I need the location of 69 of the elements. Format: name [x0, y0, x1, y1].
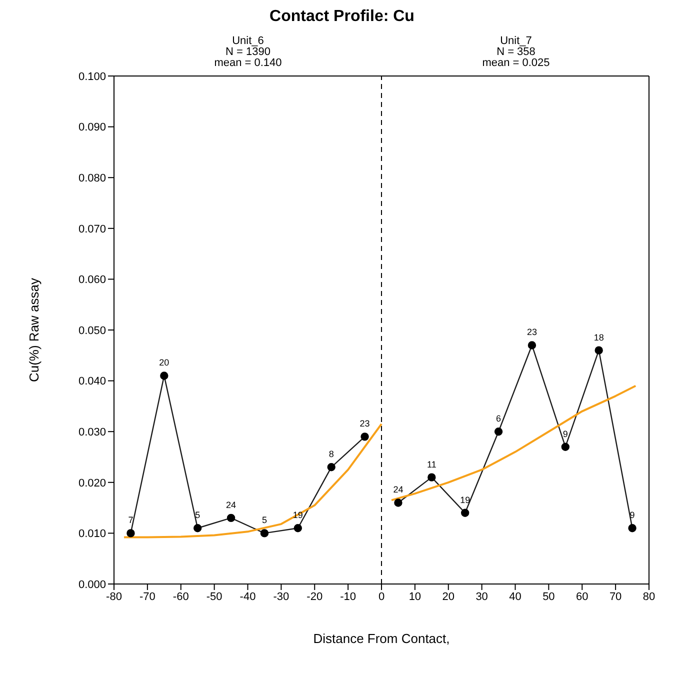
text: Unit_6: [231, 35, 265, 47]
point: [494, 428, 503, 436]
x-tick-label: 20: [442, 590, 454, 603]
annotation: 8: [328, 449, 334, 460]
y-axis-title: Cu(%) Raw assay: [26, 277, 42, 382]
point: [460, 508, 470, 517]
chart-title: Contact Profile: Cu: [268, 8, 416, 26]
text: N = 358: [496, 46, 536, 58]
point: [126, 529, 135, 538]
x-tick-label: 80: [642, 590, 656, 603]
point: [561, 442, 570, 451]
text: mean = 0.025: [481, 57, 551, 69]
x-tick-label: -40: [240, 590, 256, 603]
annotation: 6: [496, 414, 502, 424]
x-tick-label: -20: [306, 590, 323, 603]
x-tick-label: 70: [609, 590, 622, 603]
y-tick-label: 0.030: [78, 426, 106, 439]
y-tick-label: 0.010: [78, 528, 106, 540]
y-tick-label: 0.100: [78, 70, 106, 83]
y-tick-label: 0.070: [78, 223, 106, 236]
annotation: 7: [128, 515, 134, 526]
point: [160, 372, 168, 380]
annotation: 23: [360, 418, 370, 429]
y-tick-label: 0.060: [78, 274, 106, 286]
y-tick-label: 0.090: [78, 122, 106, 134]
annotation: 20: [159, 358, 170, 368]
annotation: 5: [195, 510, 200, 520]
x-tick-label: -50: [206, 590, 222, 603]
annotation: 9: [562, 428, 568, 439]
x-tick-label: 0: [378, 590, 385, 603]
annotation: 11: [426, 459, 436, 470]
annotation: 24: [226, 500, 236, 510]
x-tick-label: 10: [408, 590, 422, 603]
point: [226, 514, 236, 522]
annotation: 19: [460, 494, 470, 505]
point: [294, 524, 302, 532]
point: [360, 432, 369, 441]
text: Unit_7: [499, 35, 533, 47]
point: [327, 463, 336, 472]
annotation: 23: [526, 327, 537, 338]
annotation: 24: [393, 484, 404, 495]
point: [594, 346, 603, 354]
x-tick-label: -10: [340, 590, 356, 603]
point: [260, 529, 269, 538]
y-tick-label: 0.020: [78, 477, 106, 490]
point: [394, 498, 402, 507]
y-tick-label: 0.050: [78, 324, 106, 337]
y-tick-label: 0.000: [78, 578, 106, 591]
text: mean = 0.140: [213, 57, 283, 69]
point: [628, 524, 636, 532]
point: [428, 473, 436, 482]
annotation: 5: [262, 515, 267, 526]
y-tick-label: 0.080: [78, 172, 106, 185]
x-tick-label: -80: [106, 590, 122, 603]
x-tick-label: 50: [542, 590, 555, 603]
x-tick-label: 60: [576, 590, 588, 603]
y-tick-label: 0.040: [78, 376, 106, 388]
point: [193, 524, 202, 532]
annotation: 9: [630, 510, 635, 520]
x-tick-label: 30: [476, 590, 488, 603]
text: N = 1390: [224, 46, 272, 58]
point: [528, 341, 536, 350]
x-tick-label: -30: [273, 590, 290, 603]
x-tick-label: -60: [172, 590, 189, 603]
x-axis-title: Distance From Contact,: [313, 631, 450, 646]
x-tick-label: 40: [509, 590, 522, 603]
line-series: [390, 384, 637, 502]
annotation: 18: [594, 332, 604, 342]
x-tick-label: -70: [139, 590, 156, 603]
